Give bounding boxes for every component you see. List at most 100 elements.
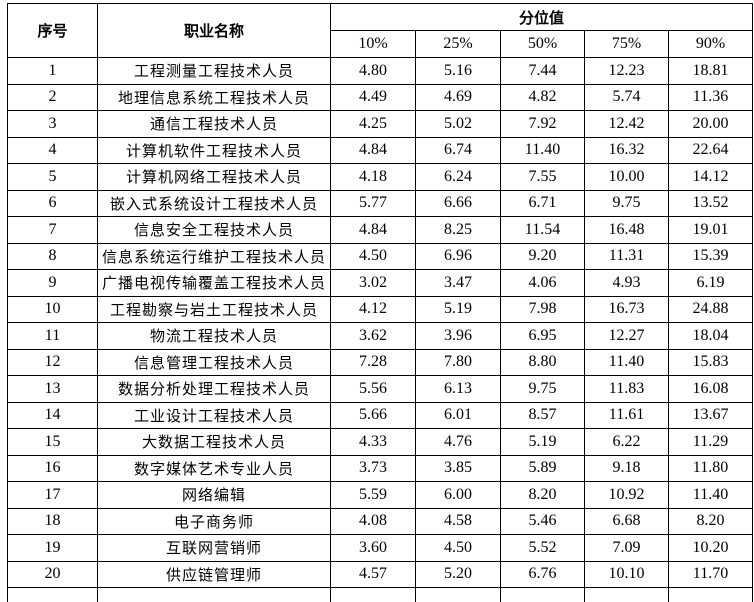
serial-number-cell: 18 (7, 507, 98, 535)
table-row: 6 嵌入式系统设计工程技术人员 5.77 6.66 6.71 9.75 13.52 (7, 189, 753, 217)
percentile-value-cell: 6.24 (415, 163, 501, 191)
percentile-value-cell: 4.84 (330, 136, 416, 164)
percentile-value-cell: 11.61 (584, 401, 669, 429)
header-percentile-group: 分位值 (330, 3, 753, 31)
percentile-value-cell: 10.20 (668, 534, 753, 562)
percentile-value-cell: 4.49 (330, 83, 416, 111)
percentile-value-cell: 7.28 (330, 348, 416, 376)
percentile-value-cell: 8.20 (668, 507, 753, 535)
header-row-percentiles: 10% 25% 50% 75% 90% (8, 30, 753, 58)
percentile-value-cell: 11.40 (500, 136, 585, 164)
percentile-value-cell: 3.73 (330, 454, 416, 482)
percentile-value-cell: 16.73 (584, 295, 669, 323)
table-row: 2 地理信息系统工程技术人员 4.49 4.69 4.82 5.74 11.36 (7, 83, 753, 111)
serial-number-cell: 19 (7, 534, 98, 562)
percentile-value-cell: 4.76 (415, 428, 501, 456)
occupation-cell: 信息管理工程技术人员 (97, 348, 331, 376)
percentile-value-cell: 6.66 (415, 189, 501, 217)
occupation-cell: 大数据工程技术人员 (97, 428, 331, 456)
percentile-value-cell: 3.96 (415, 322, 501, 350)
percentile-value-cell: 24.88 (668, 295, 753, 323)
percentile-value-cell: 5.59 (330, 481, 416, 509)
percentile-value-cell: 5.19 (500, 428, 585, 456)
table-row: 7 信息安全工程技术人员 4.84 8.25 11.54 16.48 19.01 (7, 216, 753, 244)
percentile-value-cell: 7.80 (415, 348, 501, 376)
percentile-value-cell: 8.80 (500, 348, 585, 376)
percentile-value-cell: 5.66 (330, 401, 416, 429)
percentile-value-cell: 4.84 (330, 216, 416, 244)
occupation-cell: 工程测量工程技术人员 (97, 57, 331, 85)
serial-number-cell: 10 (7, 295, 98, 323)
percentile-value-cell: 5.16 (415, 57, 501, 85)
table-row: 8 信息系统运行维护工程技术人员 4.50 6.96 9.20 11.31 15.39 (7, 242, 753, 270)
percentile-value-cell: 11.40 (584, 348, 669, 376)
percentile-value-cell: 11.29 (668, 428, 753, 456)
table-row: 4 计算机软件工程技术人员 4.84 6.74 11.40 16.32 22.64 (7, 136, 753, 164)
percentile-value-cell: 8.20 (500, 481, 585, 509)
table-row: 9 广播电视传输覆盖工程技术人员 3.02 3.47 4.06 4.93 6.19 (7, 269, 753, 297)
table-row: 19 互联网营销师 3.60 4.50 5.52 7.09 10.20 (7, 534, 753, 562)
header-serial-number: 序号 (7, 3, 98, 58)
serial-number-cell: 13 (7, 375, 98, 403)
percentile-value-cell: 18.81 (668, 57, 753, 85)
serial-number-cell: 9 (7, 269, 98, 297)
serial-number-cell: 3 (7, 110, 98, 138)
occupation-cell: 信息安全工程技术人员 (97, 216, 331, 244)
percentile-value-cell: 7.55 (500, 163, 585, 191)
table-row: 10 工程勘察与岩土工程技术人员 4.12 5.19 7.98 16.73 24.88 (7, 295, 753, 323)
serial-number-cell: 1 (7, 57, 98, 85)
percentile-value-cell: 18.04 (668, 322, 753, 350)
percentile-value-cell: 3.60 (330, 534, 416, 562)
percentile-value-cell: 6.01 (415, 401, 501, 429)
table-row: 1 工程测量工程技术人员 4.80 5.16 7.44 12.23 18.81 (7, 57, 753, 85)
percentile-value-cell: 3.62 (330, 322, 416, 350)
table-row: 5 计算机网络工程技术人员 4.18 6.24 7.55 10.00 14.12 (7, 163, 753, 191)
percentile-value-cell: 20.00 (668, 110, 753, 138)
serial-number-cell: 11 (7, 322, 98, 350)
percentile-value-cell: 9.20 (500, 242, 585, 270)
percentile-value-cell: 4.50 (330, 242, 416, 270)
percentile-value-cell: 4.69 (415, 83, 501, 111)
percentile-value-cell: 6.19 (668, 269, 753, 297)
percentile-value-cell: 6.00 (415, 481, 501, 509)
percentile-value-cell: 14.12 (668, 163, 753, 191)
percentile-value-cell: 6.74 (415, 136, 501, 164)
percentile-value-cell: 6.68 (584, 507, 669, 535)
percentile-value-cell: 5.74 (584, 83, 669, 111)
header-occupation-name: 职业名称 (97, 3, 331, 58)
occupation-cell: 通信工程技术人员 (97, 110, 331, 138)
percentile-value-cell: 12.23 (584, 57, 669, 85)
percentile-value-cell: 3.85 (415, 454, 501, 482)
wage-percentile-table: 序号 职业名称 分位值 10% 25% 50% 75% 90% 1 工程测量工程技术人员… (7, 3, 753, 602)
percentile-value-cell: 4.06 (500, 269, 585, 297)
percentile-value-cell: 4.25 (330, 110, 416, 138)
occupation-cell: 计算机网络工程技术人员 (97, 163, 331, 191)
serial-number-cell: 7 (7, 216, 98, 244)
percentile-value-cell: 6.22 (584, 428, 669, 456)
percentile-value-cell: 10.00 (584, 163, 669, 191)
serial-number-cell: 16 (7, 454, 98, 482)
document-page: 序号 职业名称 分位值 10% 25% 50% 75% 90% 1 工程测量工程技术人员… (0, 3, 754, 602)
percentile-value-cell: 4.50 (415, 534, 501, 562)
percentile-value-cell: 9.75 (500, 375, 585, 403)
percentile-value-cell: 3.47 (415, 269, 501, 297)
occupation-cell: 计算机软件工程技术人员 (97, 136, 331, 164)
percentile-value-cell: 11.80 (668, 454, 753, 482)
percentile-value-cell: 9.75 (584, 189, 669, 217)
percentile-value-cell: 7.98 (500, 295, 585, 323)
percentile-value-cell: 6.96 (415, 242, 501, 270)
occupation-cell: 嵌入式系统设计工程技术人员 (97, 189, 331, 217)
percentile-value-cell: 22.64 (668, 136, 753, 164)
header-percentile-10pct: 10% (330, 30, 416, 58)
percentile-value-cell: 11.36 (668, 83, 753, 111)
table-row: 13 数据分析处理工程技术人员 5.56 6.13 9.75 11.83 16.08 (7, 375, 753, 403)
serial-number-cell: 4 (7, 136, 98, 164)
percentile-value-cell: 10.10 (584, 560, 669, 588)
header-percentile-25pct: 25% (415, 30, 501, 58)
occupation-cell: 电子商务师 (97, 507, 331, 535)
header-percentile-75pct: 75% (584, 30, 669, 58)
percentile-value-cell: 6.95 (500, 322, 585, 350)
percentile-value-cell: 8.57 (500, 401, 585, 429)
table-row: 12 信息管理工程技术人员 7.28 7.80 8.80 11.40 15.83 (7, 348, 753, 376)
percentile-value-cell: 7.44 (500, 57, 585, 85)
